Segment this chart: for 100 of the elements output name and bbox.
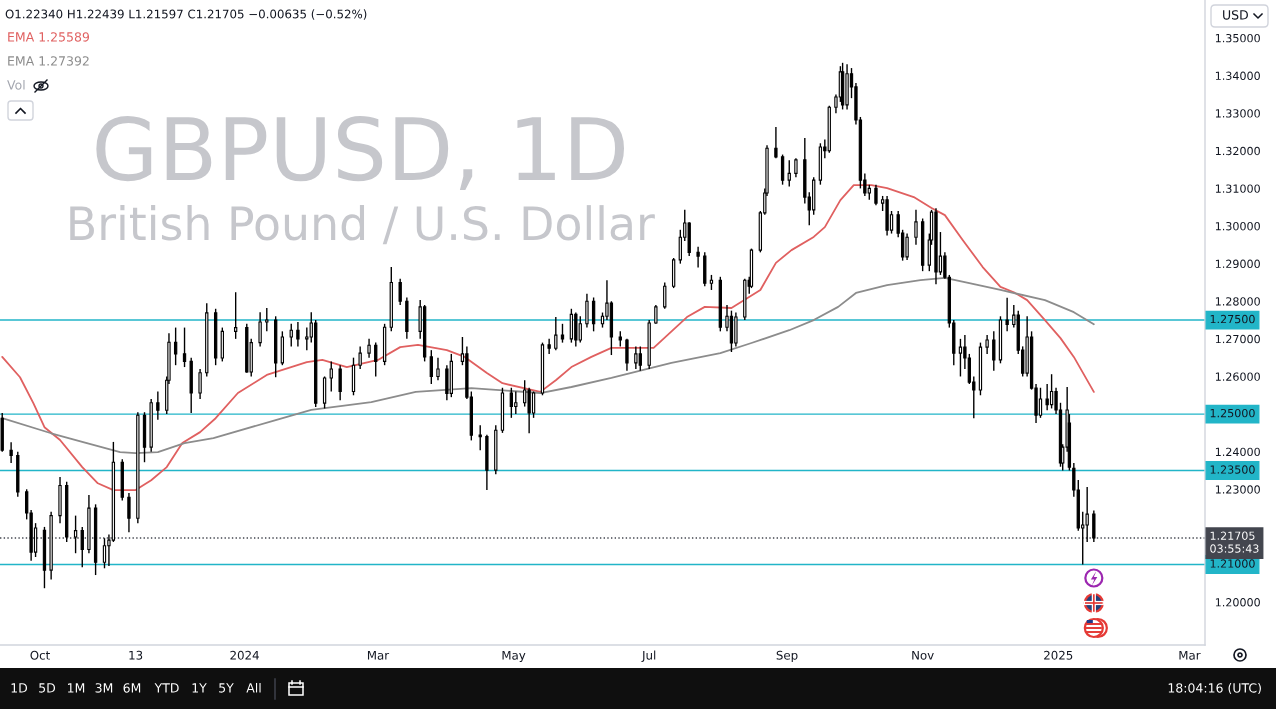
candlestick bbox=[182, 326, 187, 368]
x-tick-label: 2024 bbox=[230, 650, 259, 660]
y-tick-label: 1.35000 bbox=[1215, 33, 1260, 43]
candlestick bbox=[638, 345, 642, 372]
text: 18:04:16 (UTC) bbox=[1168, 682, 1261, 695]
x-tick-label: Nov bbox=[912, 650, 934, 660]
candlestick bbox=[914, 209, 918, 246]
y-tick-label: 1.26000 bbox=[1215, 372, 1260, 381]
candlestick bbox=[367, 338, 371, 359]
x-tick-label: Mar bbox=[1179, 650, 1201, 660]
candlestick bbox=[398, 277, 402, 306]
candlestick bbox=[634, 345, 638, 370]
candlestick bbox=[9, 441, 13, 464]
ref-line-label: 1.27500 bbox=[1210, 314, 1255, 324]
candlestick bbox=[156, 390, 160, 421]
candlestick bbox=[774, 126, 778, 160]
candlestick bbox=[173, 326, 178, 366]
candlestick bbox=[663, 281, 667, 310]
annotation: Vol bbox=[7, 79, 25, 90]
text: 5Y bbox=[219, 683, 234, 693]
text: 5D bbox=[39, 683, 56, 693]
candlestick bbox=[258, 311, 262, 348]
text: GBPUSD, 1D bbox=[96, 116, 624, 190]
text: All bbox=[246, 682, 261, 693]
y-tick-label: 1.27000 bbox=[1215, 334, 1260, 344]
candlestick bbox=[429, 349, 433, 385]
candlestick bbox=[102, 537, 107, 569]
candlestick bbox=[905, 232, 909, 261]
y-tick-label: 1.28000 bbox=[1215, 297, 1260, 306]
y-tick-label: 1.24000 bbox=[1215, 447, 1260, 457]
text: EMA 1.27392 bbox=[8, 56, 89, 66]
ref-line-label: 1.23500 bbox=[1210, 465, 1255, 474]
candlestick bbox=[547, 338, 551, 355]
candlestick bbox=[874, 183, 878, 207]
candlestick bbox=[509, 387, 514, 419]
candlestick bbox=[1092, 509, 1096, 543]
y-tick-label: 1.31000 bbox=[1215, 184, 1260, 193]
candlestick bbox=[787, 159, 791, 188]
y-tick-label: 1.20000 bbox=[1215, 598, 1260, 607]
x-tick-label: 2025 bbox=[1044, 650, 1073, 660]
candlestick bbox=[436, 356, 440, 381]
candlestick bbox=[1038, 387, 1043, 419]
text: 1Y bbox=[192, 683, 207, 693]
candlestick bbox=[358, 345, 362, 370]
candlestick bbox=[625, 338, 629, 372]
y-tick-label: 1.29000 bbox=[1215, 259, 1260, 269]
candlestick bbox=[289, 323, 293, 348]
x-tick-label: May bbox=[502, 650, 526, 662]
y-tick-label: 1.33000 bbox=[1215, 109, 1260, 118]
x-tick-label: 13 bbox=[129, 650, 143, 660]
candlestick bbox=[374, 341, 378, 378]
candlestick bbox=[198, 368, 202, 400]
candlestick bbox=[1049, 373, 1054, 410]
candlestick bbox=[958, 338, 963, 378]
candlestick bbox=[531, 390, 536, 419]
text: EMA 1.25589 bbox=[8, 32, 90, 42]
candlestick bbox=[985, 334, 989, 355]
candlestick bbox=[265, 307, 269, 333]
candlestick bbox=[560, 323, 565, 344]
candlestick bbox=[654, 304, 658, 325]
candlestick bbox=[696, 246, 700, 269]
candlestick bbox=[780, 153, 785, 186]
candlestick bbox=[1005, 297, 1009, 333]
ref-line-label: 1.21000 bbox=[1210, 559, 1255, 568]
candlestick bbox=[527, 387, 531, 434]
ref-line-label: 1.25000 bbox=[1210, 408, 1255, 418]
y-tick-label: 1.23000 bbox=[1215, 485, 1260, 494]
ref-line-label: 1.21705 03:55:43 bbox=[1210, 531, 1259, 553]
candlestick bbox=[1045, 383, 1049, 412]
y-tick-label: 1.30000 bbox=[1215, 222, 1260, 231]
candlestick bbox=[992, 330, 996, 372]
annotation: O1.22340 H1.22439 L1.21597 C1.21705 −0.00635 (−0.52%) bbox=[5, 9, 367, 20]
text: USD bbox=[1223, 10, 1248, 20]
x-tick-label: Oct bbox=[30, 650, 50, 660]
y-tick-label: 1.34000 bbox=[1215, 71, 1260, 80]
candlestick bbox=[1085, 486, 1089, 543]
candlestick bbox=[233, 291, 238, 340]
candlestick bbox=[794, 157, 798, 178]
candlestick bbox=[554, 316, 558, 351]
candlestick bbox=[478, 424, 482, 451]
candlestick bbox=[329, 360, 333, 393]
candlestick bbox=[73, 514, 78, 554]
candlestick bbox=[296, 321, 300, 348]
x-tick-label: Mar bbox=[367, 650, 390, 660]
candlestick bbox=[305, 326, 309, 351]
candlestick bbox=[338, 364, 342, 401]
candlestick bbox=[585, 293, 589, 329]
candlestick bbox=[514, 390, 518, 415]
text: YTD bbox=[154, 683, 179, 693]
text: 6M bbox=[123, 683, 141, 693]
text: 1M bbox=[68, 683, 85, 693]
text: 3M bbox=[95, 683, 113, 693]
x-tick-label: Jul bbox=[641, 650, 656, 662]
candlestick bbox=[80, 526, 84, 568]
candlestick bbox=[578, 315, 582, 344]
text: British Pound / U.S. Dollar bbox=[70, 205, 655, 245]
y-tick-label: 1.32000 bbox=[1215, 146, 1260, 156]
candlestick bbox=[127, 492, 131, 533]
text: 1D bbox=[11, 683, 28, 693]
x-tick-label: Sep bbox=[776, 650, 798, 662]
